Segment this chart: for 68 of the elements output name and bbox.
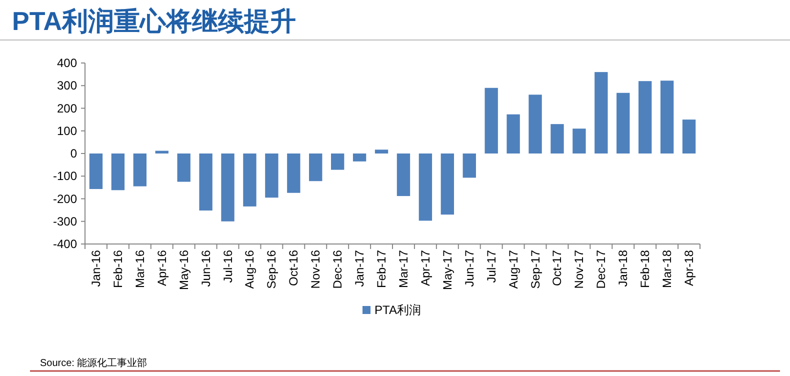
x-tick-label: Jan-18 xyxy=(616,250,630,287)
x-tick-label: Jan-17 xyxy=(352,250,367,287)
bar xyxy=(199,154,212,211)
x-tick-label: Jun-16 xyxy=(198,250,213,287)
x-tick-label: Feb-17 xyxy=(374,250,389,288)
bar xyxy=(506,114,520,154)
bar xyxy=(221,154,234,222)
bar xyxy=(616,92,630,154)
y-tick-label: -400 xyxy=(52,237,78,251)
y-tick-label: 100 xyxy=(56,124,78,138)
source-note: Source: 能源化工事业部 xyxy=(40,357,148,369)
x-tick-label: Oct-16 xyxy=(286,250,301,286)
chart-title: PTA利润重心将继续提升 xyxy=(12,6,296,36)
y-tick-label: 200 xyxy=(56,101,78,116)
bar xyxy=(111,154,125,190)
y-tick-label: -100 xyxy=(52,169,78,184)
x-tick-label: May-16 xyxy=(176,250,191,290)
bar xyxy=(528,94,542,154)
bar xyxy=(396,154,410,196)
x-tick-label: Dec-16 xyxy=(330,250,345,289)
x-tick-label: Jan-16 xyxy=(88,250,103,287)
bar xyxy=(352,154,366,162)
x-tick-label: Aug-17 xyxy=(506,250,520,289)
bar xyxy=(462,154,476,178)
bar xyxy=(484,88,498,154)
x-tick-label: Dec-17 xyxy=(594,250,608,289)
bar xyxy=(133,154,146,186)
y-tick-label: 300 xyxy=(56,78,78,93)
x-tick-label: Nov-17 xyxy=(572,250,586,289)
x-tick-label: May-17 xyxy=(440,250,454,290)
x-tick-label: Mar-16 xyxy=(132,250,147,288)
bar xyxy=(572,128,586,154)
bar xyxy=(331,154,344,170)
bar xyxy=(155,150,168,154)
bar xyxy=(440,154,454,215)
y-tick-label: 0 xyxy=(70,146,78,160)
bar xyxy=(638,81,652,154)
x-tick-label: Feb-16 xyxy=(110,250,125,288)
x-tick-label: Jul-16 xyxy=(220,250,235,283)
bar xyxy=(682,120,696,154)
bar xyxy=(265,154,278,198)
bar xyxy=(550,124,564,154)
y-tick-label: -300 xyxy=(52,214,78,228)
x-tick-label: Sep-17 xyxy=(528,250,542,289)
x-tick-label: Oct-17 xyxy=(550,250,564,286)
x-tick-label: Nov-16 xyxy=(308,250,323,289)
bar xyxy=(309,154,322,182)
bar xyxy=(374,150,388,154)
x-tick-label: Apr-16 xyxy=(154,250,169,286)
x-tick-label: Mar-18 xyxy=(660,250,674,288)
x-tick-label: Jul-17 xyxy=(484,250,498,283)
y-tick-label: -200 xyxy=(52,192,78,206)
bar xyxy=(177,154,190,182)
bar xyxy=(660,80,674,154)
bar xyxy=(418,154,432,221)
bar xyxy=(89,154,103,190)
x-tick-label: Apr-17 xyxy=(418,250,432,286)
x-tick-label: Jun-17 xyxy=(462,250,476,287)
x-tick-label: Feb-18 xyxy=(638,250,652,288)
bar xyxy=(287,154,300,193)
x-tick-label: Aug-16 xyxy=(242,250,257,289)
x-tick-label: Apr-18 xyxy=(682,250,696,286)
y-tick-label: 400 xyxy=(56,56,78,70)
legend-label: PTA利润 xyxy=(374,303,421,317)
bar xyxy=(594,72,608,154)
x-tick-label: Sep-16 xyxy=(264,250,279,289)
bar xyxy=(243,154,256,206)
x-tick-label: Mar-17 xyxy=(396,250,410,288)
